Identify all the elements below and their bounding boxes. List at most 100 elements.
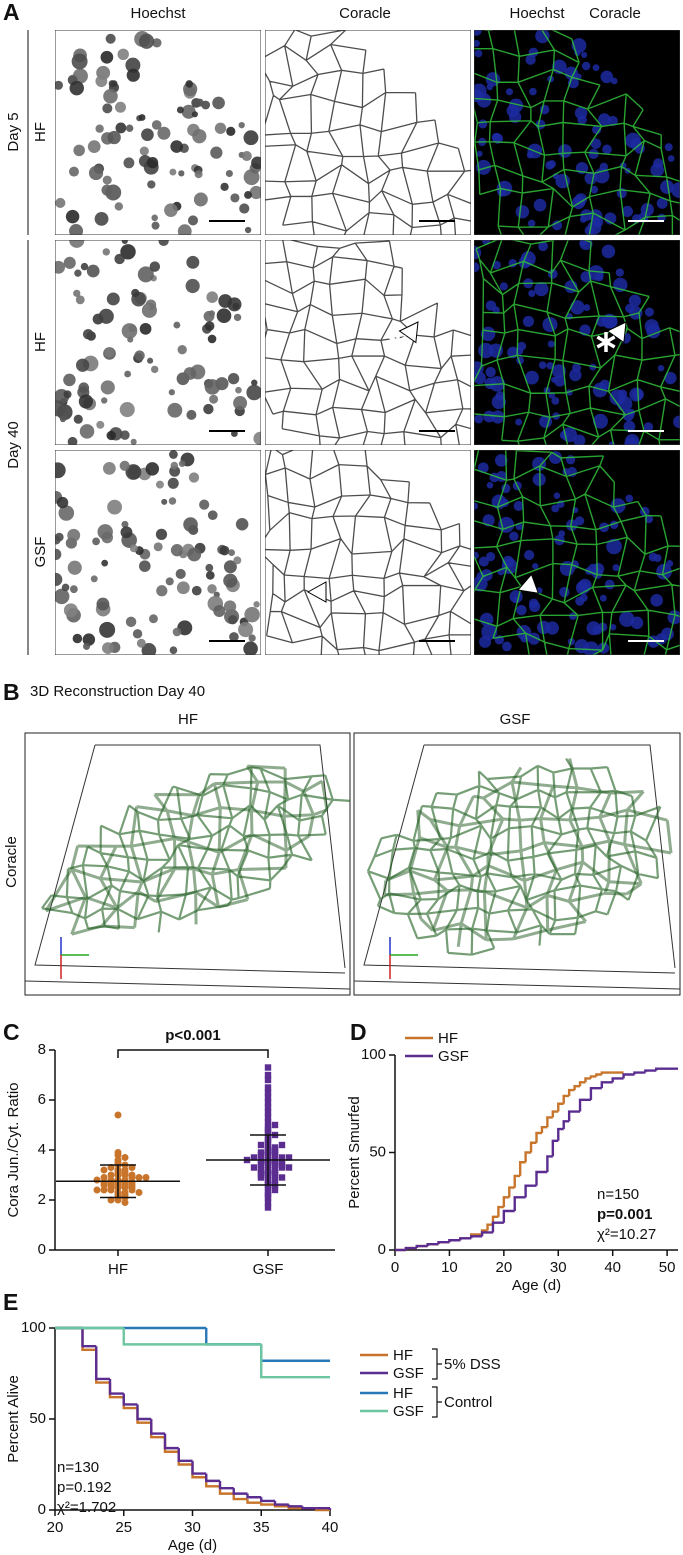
- data-point: [264, 1094, 272, 1101]
- data-point: [100, 1166, 108, 1174]
- nucleus: [96, 597, 110, 611]
- step-segment: [448, 1239, 461, 1243]
- step-segment: [540, 1125, 548, 1133]
- nucleus: [559, 586, 570, 598]
- data-point: [264, 1089, 272, 1096]
- step-segment: [551, 1139, 559, 1157]
- nucleus: [67, 560, 82, 575]
- nucleus: [205, 570, 215, 580]
- nucleus: [92, 537, 100, 546]
- data-point: [264, 1104, 272, 1111]
- nucleus: [508, 98, 524, 113]
- nucleus: [235, 517, 249, 531]
- step-segment: [205, 1328, 262, 1346]
- nucleus: [146, 156, 159, 169]
- data-point: [128, 1184, 136, 1191]
- nucleus: [176, 581, 190, 595]
- nucleus: [86, 264, 100, 278]
- nucleus: [517, 341, 527, 351]
- nucleus: [625, 303, 635, 313]
- nucleus: [588, 265, 604, 281]
- nucleus: [69, 585, 78, 594]
- nucleus: [212, 96, 225, 110]
- cell-outlines: [265, 450, 471, 655]
- nucleus: [621, 205, 633, 218]
- nucleus: [120, 244, 136, 260]
- nucleus: [88, 165, 104, 181]
- step-segment: [437, 1241, 450, 1245]
- nucleus: [125, 464, 142, 480]
- step-segment: [163, 1437, 179, 1453]
- step-segment: [513, 1196, 526, 1211]
- data-point: [257, 1149, 265, 1156]
- nucleus: [175, 568, 186, 580]
- nucleus: [546, 362, 554, 370]
- micrograph: [265, 240, 471, 445]
- nucleus: [474, 414, 484, 424]
- nucleus: [592, 125, 602, 135]
- step-segment: [535, 1131, 542, 1143]
- x-tick-label: 35: [253, 1519, 270, 1536]
- step-segment: [589, 1086, 602, 1100]
- legend-label: GSF: [438, 1048, 469, 1065]
- nucleus: [117, 48, 129, 61]
- nucleus: [169, 450, 178, 459]
- nucleus: [644, 307, 654, 317]
- nucleus: [474, 39, 480, 47]
- nucleus: [138, 114, 146, 121]
- nucleus: [55, 400, 66, 417]
- nucleus: [188, 472, 200, 483]
- nucleus: [95, 124, 104, 133]
- x-tick-label: HF: [108, 1261, 128, 1278]
- nucleus: [99, 621, 116, 638]
- nucleus: [150, 365, 159, 374]
- nucleus: [183, 517, 198, 532]
- legend-bracket: [432, 1348, 442, 1380]
- nucleus: [534, 281, 549, 297]
- annotation: p=0.192: [57, 1479, 112, 1496]
- nucleus: [233, 396, 248, 410]
- overlay-header: Coracle: [589, 5, 641, 22]
- nucleus: [67, 436, 78, 445]
- y-tick-label: 100: [361, 1046, 386, 1063]
- nucleus: [551, 376, 558, 383]
- nucleus: [63, 603, 78, 618]
- step-segment: [480, 1231, 493, 1237]
- nucleus: [660, 180, 674, 194]
- nucleus: [156, 585, 168, 597]
- step-segment: [633, 1071, 646, 1075]
- nucleus: [667, 155, 675, 162]
- x-axis-label: Age (d): [168, 1537, 217, 1554]
- nucleus: [55, 535, 61, 545]
- nucleus: [656, 197, 668, 209]
- nucleus: [480, 612, 494, 627]
- nucleus: [68, 166, 79, 177]
- row-group: Day 40: [5, 421, 22, 469]
- nucleus: [73, 414, 83, 424]
- nucleus: [590, 185, 599, 194]
- nucleus: [657, 364, 665, 372]
- data-point: [264, 1099, 272, 1106]
- nucleus: [72, 633, 83, 644]
- nucleus: [559, 430, 570, 440]
- nucleus: [148, 614, 158, 624]
- nucleus: [604, 212, 617, 225]
- data-point: [264, 1109, 272, 1116]
- step-segment: [469, 1235, 483, 1239]
- data-point: [93, 1176, 101, 1184]
- nucleus: [592, 64, 600, 71]
- nucleus: [151, 120, 162, 130]
- data-point: [100, 1186, 108, 1194]
- step-segment: [524, 1151, 532, 1163]
- nucleus: [233, 556, 242, 565]
- step-segment: [578, 1081, 586, 1087]
- nucleus: [101, 397, 108, 404]
- nucleus: [79, 424, 95, 439]
- nucleus: [533, 198, 547, 212]
- nucleus: [63, 390, 72, 399]
- data-point: [93, 1186, 101, 1194]
- nucleus: [139, 560, 151, 572]
- nucleus: [230, 193, 240, 203]
- annotation: p=0.001: [597, 1206, 652, 1223]
- nucleus: [580, 209, 593, 222]
